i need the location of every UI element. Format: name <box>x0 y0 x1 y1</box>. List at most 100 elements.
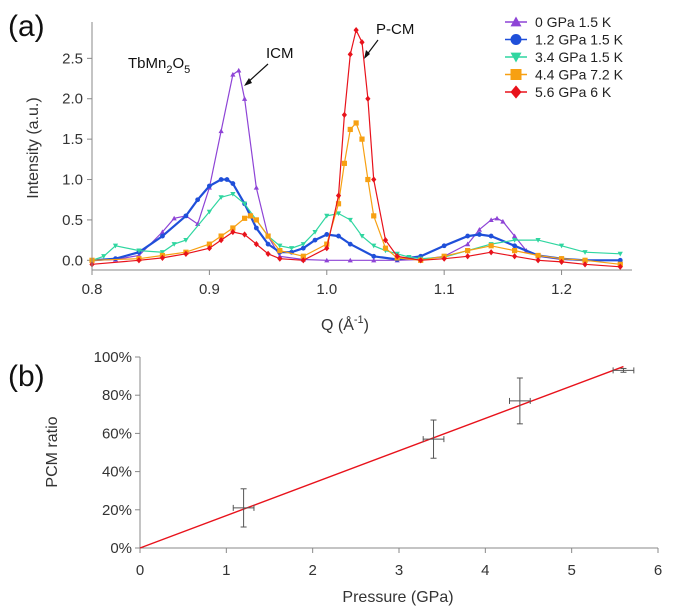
data-point <box>558 258 565 266</box>
data-point <box>230 181 236 186</box>
x-tick-label: 1.0 <box>316 281 337 298</box>
data-point <box>347 217 353 223</box>
data-point <box>512 248 518 254</box>
plot-a-legend: 0 GPa 1.5 K 1.2 GPa 1.5 K3.4 GPa 1.5 K 4.4… <box>505 14 624 100</box>
y-tick-label: 60% <box>102 425 132 442</box>
plot-a-y-axis-label: Intensity (a.u.) <box>25 97 42 198</box>
data-point <box>324 213 330 219</box>
data-point <box>265 233 271 239</box>
data-point <box>582 257 588 263</box>
y-tick-label: 2.0 <box>62 91 83 108</box>
data-point <box>218 177 224 182</box>
y-tick-label: 40% <box>102 464 132 481</box>
data-point <box>300 253 306 259</box>
data-point <box>535 257 541 264</box>
data-point <box>465 248 471 254</box>
data-point <box>365 95 371 102</box>
data-point <box>288 246 295 251</box>
x-tick-label: 1 <box>222 562 230 579</box>
series-1 <box>89 177 623 263</box>
series-line <box>91 193 621 261</box>
icm-annotation: ICM <box>266 45 294 62</box>
panel-b-label: (b) <box>8 360 45 393</box>
legend-item: 5.6 GPa 6 K <box>505 84 612 100</box>
legend-marker <box>510 16 522 27</box>
data-point <box>224 177 230 182</box>
data-point <box>230 228 236 236</box>
series-4 <box>89 26 623 270</box>
data-point <box>300 245 306 251</box>
data-point <box>218 236 224 244</box>
data-point <box>183 250 189 257</box>
data-point <box>242 201 248 207</box>
data-point <box>347 51 353 58</box>
data-point <box>335 211 342 217</box>
data-point <box>300 257 306 264</box>
series-3 <box>89 120 623 267</box>
fit-line <box>139 365 624 549</box>
data-point <box>206 241 212 247</box>
data-point <box>112 243 119 249</box>
data-point <box>195 197 201 203</box>
legend-item: 1.2 GPa 1.5 K <box>505 32 624 48</box>
data-point <box>465 241 471 247</box>
data-point <box>465 253 471 260</box>
data-point <box>171 215 177 221</box>
data-point <box>441 243 447 249</box>
data-point <box>183 238 189 243</box>
legend-label: 1.2 GPa 1.5 K <box>535 32 624 48</box>
data-point <box>277 255 283 262</box>
data-point <box>558 256 565 262</box>
data-point <box>341 160 347 166</box>
legend-label: 3.4 GPa 1.5 K <box>535 49 624 65</box>
legend-marker <box>510 85 522 99</box>
y-tick-label: 80% <box>102 387 132 404</box>
data-point <box>242 215 248 221</box>
plot-b-y-axis-label: PCM ratio <box>44 416 61 487</box>
legend-item: 4.4 GPa 7.2 K <box>505 67 624 83</box>
legend-item: 3.4 GPa 1.5 K <box>505 49 624 65</box>
data-point <box>558 243 565 249</box>
series-line <box>91 121 621 265</box>
data-point <box>159 254 166 262</box>
legend-marker <box>510 69 522 80</box>
y-tick-label: 1.5 <box>62 131 83 148</box>
data-point <box>160 233 165 239</box>
data-point <box>359 39 365 46</box>
x-tick-label: 0.8 <box>82 281 103 298</box>
icm-arrow-head <box>244 78 252 86</box>
data-point <box>206 245 212 252</box>
data-point <box>324 232 330 237</box>
data-point <box>465 233 471 239</box>
data-point <box>359 233 365 239</box>
data-point <box>406 254 412 260</box>
x-tick-label: 3 <box>395 562 403 579</box>
data-point <box>488 243 494 249</box>
plot-b-ticks: 0 1 2 3 4 5 60%20%40%60%80%100% <box>94 349 663 579</box>
plot-a-ticks: 0.8 0.9 1.0 1.1 1.2 0.0 0.5 1.0 1.5 2.0 2.5 <box>62 50 572 298</box>
plot-a-x-axis-label: Q (Å-1) <box>321 314 369 334</box>
data-point <box>236 67 242 73</box>
data-point <box>265 241 271 247</box>
plot-a: 0.8 0.9 1.0 1.1 1.2 0.0 0.5 1.0 1.5 2.0 2.5 Q (Å-1… <box>25 14 632 334</box>
data-point <box>488 233 494 239</box>
data-point <box>617 251 623 257</box>
plot-b-points <box>232 367 635 528</box>
data-point <box>371 253 377 259</box>
legend-marker <box>510 52 522 63</box>
data-point <box>206 183 212 189</box>
data-point <box>347 257 353 263</box>
data-point <box>277 243 283 249</box>
x-tick-label: 0 <box>136 562 144 579</box>
data-point <box>159 250 166 255</box>
x-tick-label: 1.1 <box>434 281 455 298</box>
data-point <box>253 225 259 231</box>
data-point <box>230 191 236 197</box>
legend-item: 0 GPa 1.5 K <box>505 14 612 30</box>
data-point <box>365 176 371 183</box>
error-bar-point <box>232 488 255 528</box>
error-bar-point <box>612 367 635 374</box>
y-tick-label: 20% <box>102 502 132 519</box>
x-tick-label: 2 <box>308 562 316 579</box>
